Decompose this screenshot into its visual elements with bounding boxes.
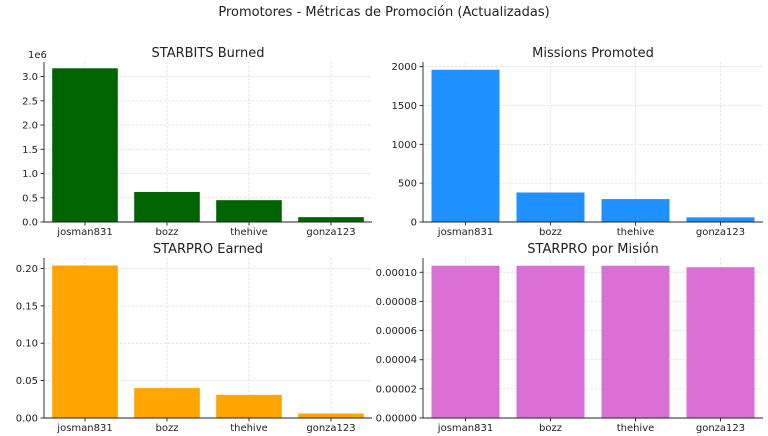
bar	[216, 200, 282, 222]
x-tick-label: bozz	[156, 423, 179, 434]
chart-title: STARBITS Burned	[152, 46, 265, 61]
y-tick-label: 0.00002	[376, 384, 417, 395]
y-tick-label: 0.0	[22, 218, 38, 229]
y-tick-label: 0.00008	[376, 297, 417, 308]
y-tick-label: 0.00000	[376, 414, 417, 425]
bar	[686, 217, 755, 222]
x-tick-label: thehive	[230, 423, 268, 434]
x-tick-label: bozz	[539, 227, 562, 238]
figure-title: Promotores - Métricas de Promoción (Actu…	[218, 5, 549, 20]
x-tick-label: josman831	[56, 423, 112, 434]
y-tick-label: 0.00006	[376, 326, 417, 337]
y-tick-label: 0.00004	[376, 355, 417, 366]
bar	[516, 265, 585, 418]
x-tick-label: josman831	[437, 227, 493, 238]
y-tick-label: 3.0	[22, 72, 38, 83]
x-tick-label: gonza123	[696, 423, 745, 434]
x-tick-label: thehive	[617, 227, 655, 238]
bar	[216, 394, 282, 418]
x-tick-label: thehive	[617, 423, 655, 434]
y-tick-label: 0.05	[16, 376, 38, 387]
chart-panels: 0.0 0.5 1.0 1.5 2.0 2.5 3.0 josman831 bozz thehiv…	[16, 46, 763, 434]
y-tick-label: 1.5	[22, 145, 38, 156]
bar	[52, 265, 118, 418]
y-tick-label: 0.5	[22, 193, 38, 204]
y-tick-label: 0.15	[16, 301, 38, 312]
bar	[134, 191, 200, 222]
chart-title: STARPRO Earned	[153, 242, 263, 257]
y-tick-label: 0.00010	[376, 268, 417, 279]
x-tick-label: gonza123	[696, 227, 745, 238]
y-tick-label: 0.10	[16, 339, 38, 350]
chart-panel: 0.0 0.5 1.0 1.5 2.0 2.5 3.0 josman831 bozz thehiv…	[22, 46, 372, 238]
y-tick-label: 2.0	[22, 121, 38, 132]
chart-title: STARPRO por Misión	[527, 242, 658, 257]
bar	[601, 199, 670, 222]
x-tick-label: bozz	[539, 423, 562, 434]
chart-panel: 0 500 1000 1500 2000 josman831 bozz thehive gonz…	[392, 46, 763, 238]
bar	[431, 69, 500, 222]
y-tick-label: 2.5	[22, 96, 38, 107]
chart-panel: 0.00000 0.00002 0.00004 0.00006 0.00008 0.000…	[376, 242, 763, 434]
x-tick-label: gonza123	[306, 423, 355, 434]
chart-title: Missions Promoted	[532, 46, 654, 61]
chart-panel: 0.00 0.05 0.10 0.15 0.20 josman831 bozz thehive…	[16, 242, 372, 434]
bar	[134, 388, 200, 418]
y-tick-label: 1500	[392, 101, 417, 112]
y-tick-label: 0.00	[16, 414, 38, 425]
x-tick-label: thehive	[230, 227, 268, 238]
bar	[516, 192, 585, 222]
y-tick-label: 0.20	[16, 264, 38, 275]
bar	[298, 217, 364, 222]
y-tick-label: 1000	[392, 140, 417, 151]
x-tick-label: josman831	[56, 227, 112, 238]
bar	[686, 267, 755, 418]
x-tick-label: bozz	[156, 227, 179, 238]
bar	[601, 265, 670, 418]
x-tick-label: gonza123	[306, 227, 355, 238]
axis-offset-label: 1e6	[28, 50, 47, 61]
bar	[298, 413, 364, 418]
bar	[431, 265, 500, 418]
y-tick-label: 2000	[392, 62, 417, 73]
y-tick-label: 500	[398, 179, 417, 190]
x-tick-label: josman831	[437, 423, 493, 434]
y-tick-label: 1.0	[22, 169, 38, 180]
y-tick-label: 0	[411, 218, 417, 229]
bar	[52, 68, 118, 222]
